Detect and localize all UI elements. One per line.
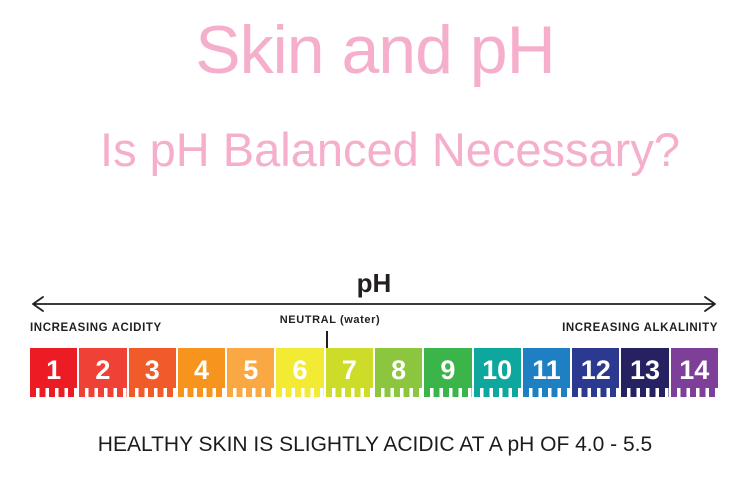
ph-segment-ticks — [79, 388, 127, 397]
ph-segment-ticks — [177, 388, 226, 397]
ph-segment-ticks — [670, 388, 718, 397]
ph-segment-ticks — [473, 388, 521, 397]
page-title: Skin and pH — [195, 12, 555, 88]
label-increasing-acidity: INCREASING ACIDITY — [30, 322, 162, 334]
ph-segment-ticks — [424, 388, 472, 397]
ph-segment-number: 1 — [46, 355, 62, 385]
neutral-pointer-line — [326, 331, 328, 348]
ph-segment-number: 4 — [193, 355, 209, 385]
double-arrow-icon — [32, 296, 716, 312]
ph-color-scale: 1 2 3 4 5 6 7 8 9 10 11 12 13 14 — [30, 348, 718, 397]
ph-segment-number: 14 — [679, 355, 710, 385]
ph-segment-14: 14 — [670, 348, 718, 397]
ph-segment-ticks — [128, 388, 176, 397]
ph-segment-4: 4 — [177, 348, 226, 397]
ph-segment-11: 11 — [522, 348, 571, 397]
ph-segment-number: 10 — [482, 355, 513, 385]
ph-segment-number: 8 — [391, 355, 407, 385]
chart-title: pH — [356, 268, 392, 298]
ph-segment-ticks — [276, 388, 324, 397]
ph-segment-ticks — [621, 388, 669, 397]
ph-segment-number: 9 — [440, 355, 456, 385]
ph-segment-ticks — [374, 388, 423, 397]
ph-segment-ticks — [572, 388, 620, 397]
page-subtitle: Is pH Balanced Necessary? — [100, 123, 680, 176]
label-neutral-water: NEUTRAL (water) — [279, 314, 381, 326]
ph-segment-number: 7 — [341, 355, 357, 385]
ph-segment-5: 5 — [227, 348, 275, 397]
ph-segment-12: 12 — [572, 348, 620, 397]
ph-segment-ticks — [325, 388, 373, 397]
ph-segment-6: 6 — [276, 348, 324, 397]
ph-segment-ticks — [522, 388, 571, 397]
ph-segment-8: 8 — [374, 348, 423, 397]
footer-text: HEALTHY SKIN IS SLIGHTLY ACIDIC AT A pH … — [97, 433, 653, 456]
ph-segment-13: 13 — [621, 348, 669, 397]
ph-segment-ticks — [227, 388, 275, 397]
ph-segment-10: 10 — [473, 348, 521, 397]
ph-segment-7: 7 — [325, 348, 373, 397]
ph-segment-number: 13 — [629, 355, 661, 385]
label-increasing-alkalinity: INCREASING ALKALINITY — [562, 322, 718, 334]
ph-segment-number: 2 — [95, 355, 111, 385]
ph-segment-number: 3 — [144, 355, 160, 385]
ph-segment-1: 1 — [30, 348, 78, 397]
ph-scale-diagram: pH INCREASING ACIDITY NEUTRAL (water) IN… — [30, 268, 718, 398]
ph-segment-number: 5 — [243, 355, 259, 385]
ph-segment-9: 9 — [424, 348, 472, 397]
ph-segment-ticks — [30, 388, 78, 397]
ph-segment-3: 3 — [128, 348, 176, 397]
ph-segment-2: 2 — [79, 348, 127, 397]
ph-segment-number: 6 — [292, 355, 308, 385]
ph-segment-number: 12 — [580, 355, 611, 385]
ph-segment-number: 11 — [532, 355, 561, 385]
